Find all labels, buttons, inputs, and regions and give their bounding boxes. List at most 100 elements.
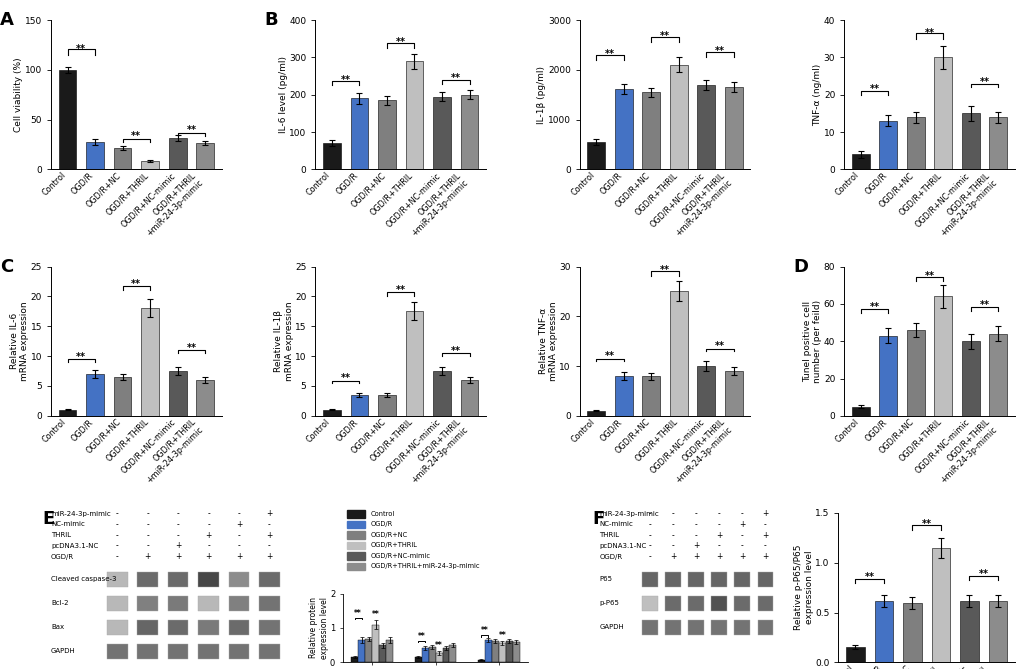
Bar xyxy=(930,548,950,662)
Text: +: + xyxy=(205,552,212,561)
Text: -: - xyxy=(176,531,179,540)
Text: **: ** xyxy=(923,27,933,37)
Text: +: + xyxy=(174,541,181,551)
Y-axis label: IL-6 level (pg/ml): IL-6 level (pg/ml) xyxy=(278,56,287,133)
Text: **: ** xyxy=(450,345,461,355)
Text: -: - xyxy=(648,531,650,540)
FancyBboxPatch shape xyxy=(167,596,189,611)
Text: -: - xyxy=(237,531,240,540)
Text: -: - xyxy=(717,509,719,518)
Text: E: E xyxy=(42,510,54,528)
Text: +: + xyxy=(739,520,745,529)
Text: -: - xyxy=(648,509,650,518)
Text: **: ** xyxy=(921,519,930,529)
Text: **: ** xyxy=(659,266,669,276)
Y-axis label: TNF-α (ng/ml): TNF-α (ng/ml) xyxy=(812,64,821,126)
Text: -: - xyxy=(648,552,650,561)
FancyBboxPatch shape xyxy=(757,572,772,587)
Bar xyxy=(933,296,952,416)
FancyBboxPatch shape xyxy=(107,644,127,658)
Text: **: ** xyxy=(659,31,669,41)
Bar xyxy=(874,601,893,662)
Text: **: ** xyxy=(186,343,196,353)
Bar xyxy=(491,641,498,662)
Text: **: ** xyxy=(340,74,351,84)
Text: **: ** xyxy=(395,286,406,296)
FancyBboxPatch shape xyxy=(757,619,772,635)
Text: **: ** xyxy=(76,351,87,361)
Y-axis label: Cell viability (%): Cell viability (%) xyxy=(14,58,23,132)
FancyBboxPatch shape xyxy=(259,572,279,587)
Text: B: B xyxy=(264,11,277,29)
FancyBboxPatch shape xyxy=(259,619,279,635)
Bar xyxy=(987,601,1006,662)
Bar xyxy=(346,521,365,529)
Bar xyxy=(358,640,365,662)
Text: OGD/R+NC: OGD/R+NC xyxy=(370,532,408,538)
Text: **: ** xyxy=(923,270,933,280)
Text: +: + xyxy=(692,552,699,561)
FancyBboxPatch shape xyxy=(664,596,680,611)
Bar xyxy=(725,87,742,169)
FancyBboxPatch shape xyxy=(688,596,703,611)
Bar xyxy=(906,117,924,169)
Bar xyxy=(669,292,687,416)
Text: -: - xyxy=(116,531,118,540)
Text: OGD/R+THRIL+miR-24-3p-mimic: OGD/R+THRIL+miR-24-3p-mimic xyxy=(370,563,480,569)
Text: p-P65: p-P65 xyxy=(599,600,619,606)
Bar xyxy=(141,308,159,416)
Bar xyxy=(988,334,1007,416)
Bar xyxy=(351,98,368,169)
Text: OGD/R+THRIL: OGD/R+THRIL xyxy=(370,542,417,548)
FancyBboxPatch shape xyxy=(734,572,750,587)
Text: -: - xyxy=(207,509,210,518)
Text: +: + xyxy=(266,509,272,518)
Bar xyxy=(323,410,340,416)
Bar xyxy=(642,92,659,169)
Text: -: - xyxy=(694,509,697,518)
FancyBboxPatch shape xyxy=(138,619,158,635)
Bar xyxy=(851,155,869,169)
Text: OGD/R: OGD/R xyxy=(599,554,622,560)
Bar xyxy=(449,645,455,662)
FancyBboxPatch shape xyxy=(198,572,219,587)
FancyBboxPatch shape xyxy=(107,619,127,635)
FancyBboxPatch shape xyxy=(734,596,750,611)
Bar xyxy=(168,138,186,169)
Text: P65: P65 xyxy=(599,577,611,583)
Text: **: ** xyxy=(435,642,442,650)
Bar xyxy=(379,645,386,662)
Text: THRIL: THRIL xyxy=(51,533,71,538)
Bar xyxy=(587,411,604,416)
Text: -: - xyxy=(648,541,650,551)
FancyBboxPatch shape xyxy=(228,596,249,611)
Bar xyxy=(906,330,924,416)
Bar xyxy=(406,61,423,169)
Text: **: ** xyxy=(714,341,725,351)
Bar xyxy=(415,657,421,662)
Bar xyxy=(878,121,897,169)
Text: +: + xyxy=(761,552,768,561)
Text: **: ** xyxy=(131,131,142,141)
Bar xyxy=(442,648,449,662)
Text: **: ** xyxy=(354,609,362,618)
Bar xyxy=(697,366,714,416)
Bar xyxy=(372,625,379,662)
Text: -: - xyxy=(176,520,179,529)
Text: Bcl-2: Bcl-2 xyxy=(51,600,68,606)
Bar xyxy=(323,143,340,169)
Text: **: ** xyxy=(395,37,406,47)
Text: +: + xyxy=(145,552,151,561)
Text: Control: Control xyxy=(370,510,394,516)
Bar xyxy=(378,100,395,169)
Text: +: + xyxy=(761,509,768,518)
FancyBboxPatch shape xyxy=(107,572,127,587)
FancyBboxPatch shape xyxy=(757,596,772,611)
Bar xyxy=(513,642,520,662)
Bar xyxy=(378,395,395,416)
Bar xyxy=(141,161,159,169)
Bar xyxy=(351,395,368,416)
Bar xyxy=(614,89,632,169)
Bar xyxy=(58,410,76,416)
Text: NC-mimic: NC-mimic xyxy=(599,521,633,527)
